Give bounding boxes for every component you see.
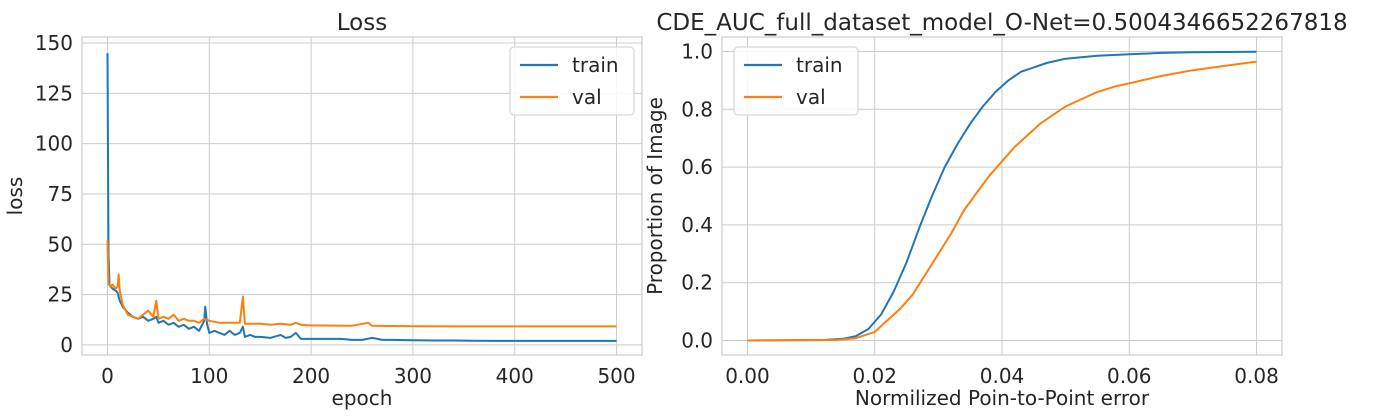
cde-y-tick-label: 0.6: [681, 155, 713, 179]
loss-y-tick-label: 150: [35, 31, 73, 55]
loss-y-axis-label: loss: [3, 177, 27, 216]
loss-y-tick-label: 50: [48, 232, 73, 256]
loss-y-tick-label: 0: [60, 333, 73, 357]
loss-y-tick-label: 75: [48, 182, 73, 206]
cde-series-train-line: [747, 50, 1257, 342]
cde-grid: [722, 37, 1282, 355]
loss-x-tick-label: 100: [190, 364, 228, 388]
loss-y-tick-label: 100: [35, 132, 73, 156]
cde-y-tick-label: 0.4: [681, 213, 713, 237]
loss-chart: 0 100 200 300 400 500 0 25 50 75 100 125 150 Loss ep…: [3, 10, 643, 410]
loss-legend-train-label: train: [572, 53, 619, 77]
cde-x-tick-label: 0.02: [852, 364, 897, 388]
cde-y-tick-label: 0.0: [681, 329, 713, 353]
cde-chart-title: CDE_AUC_full_dataset_model_O-Net=0.50043…: [656, 10, 1347, 36]
cde-series-layer: [747, 50, 1257, 342]
cde-x-tick-label: 0.08: [1234, 364, 1279, 388]
loss-x-axis-label: epoch: [332, 386, 393, 410]
cde-legend-val-label: val: [796, 85, 826, 109]
loss-x-tick-label: 400: [496, 364, 534, 388]
loss-series-val-line: [106, 240, 617, 328]
loss-grid: [82, 37, 642, 355]
cde-x-tick-label: 0.06: [1107, 364, 1152, 388]
loss-legend: train val: [509, 46, 635, 116]
loss-x-tick-label: 0: [101, 364, 114, 388]
cde-series-val-line: [747, 60, 1257, 342]
cde-y-axis-label: Proportion of Image: [643, 97, 667, 295]
loss-tick-labels: 0 100 200 300 400 500 0 25 50 75 100 125 150: [35, 31, 636, 388]
loss-x-tick-label: 300: [394, 364, 432, 388]
cde-plot-frame: [721, 36, 1283, 356]
cde-auc-chart: 0.00 0.02 0.04 0.06 0.08 0.0 0.2 0.4 0.6 0.8 1.0 C…: [643, 10, 1348, 410]
cde-x-axis-label: Normilized Poin-to-Point error: [855, 386, 1150, 410]
loss-y-tick-label: 25: [48, 283, 73, 307]
loss-series-layer: [106, 53, 617, 342]
loss-y-tick-label: 125: [35, 81, 73, 105]
loss-legend-val-label: val: [572, 85, 602, 109]
loss-plot-frame: [81, 36, 643, 356]
loss-chart-title: Loss: [337, 10, 387, 36]
cde-tick-labels: 0.00 0.02 0.04 0.06 0.08 0.0 0.2 0.4 0.6 0.8 1.0: [681, 39, 1279, 388]
cde-x-tick-label: 0.00: [725, 364, 770, 388]
loss-x-tick-label: 500: [597, 364, 635, 388]
cde-y-tick-label: 0.8: [681, 97, 713, 121]
cde-y-tick-label: 0.2: [681, 271, 713, 295]
cde-legend-train-label: train: [796, 53, 843, 77]
cde-x-tick-label: 0.04: [980, 364, 1025, 388]
loss-x-tick-label: 200: [292, 364, 330, 388]
cde-y-tick-label: 1.0: [681, 39, 713, 63]
cde-legend: train val: [733, 46, 859, 116]
